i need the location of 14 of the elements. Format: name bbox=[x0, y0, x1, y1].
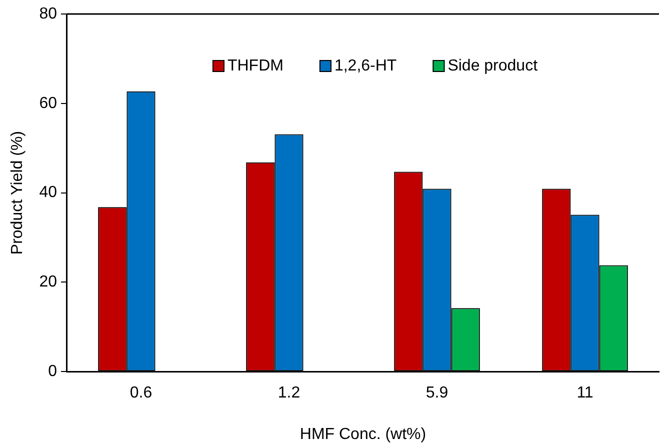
legend-label: Side product bbox=[448, 57, 538, 74]
y-tick-label: 80 bbox=[39, 5, 58, 22]
x-tick-label: 0.6 bbox=[130, 384, 152, 402]
y-tick-label: 20 bbox=[39, 274, 58, 291]
x-tick-label: 5.9 bbox=[426, 384, 448, 402]
y-axis-title: Product Yield (%) bbox=[9, 130, 26, 255]
legend-label: 1,2,6-HT bbox=[334, 57, 397, 74]
y-tick-label: 40 bbox=[39, 184, 58, 202]
legend-label: THFDM bbox=[227, 57, 284, 74]
x-tick-label: 1.2 bbox=[278, 384, 300, 402]
x-axis-title: HMF Conc. (wt%) bbox=[300, 426, 426, 443]
x-tick-label: 11 bbox=[576, 384, 594, 402]
y-tick-label: 60 bbox=[39, 94, 58, 112]
y-tick-label: 0 bbox=[48, 363, 58, 380]
